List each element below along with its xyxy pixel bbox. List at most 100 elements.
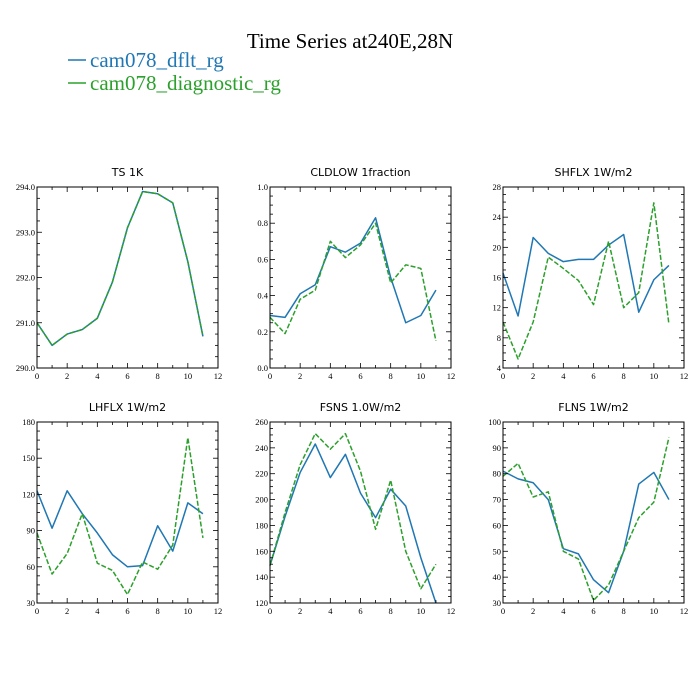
y-tick-label: 30 — [27, 598, 36, 608]
x-tick-label: 12 — [680, 606, 689, 616]
panel-title: FSNS 1.0W/m2 — [320, 401, 402, 414]
x-tick-label: 8 — [622, 606, 626, 616]
y-tick-label: 70 — [493, 495, 502, 505]
x-tick-label: 12 — [447, 606, 456, 616]
y-tick-label: 180 — [22, 417, 35, 427]
y-tick-label: 40 — [493, 572, 502, 582]
figure-title: Time Series at240E,28N — [247, 29, 453, 53]
x-tick-label: 10 — [417, 371, 426, 381]
x-tick-label: 4 — [561, 606, 566, 616]
x-tick-label: 12 — [447, 371, 456, 381]
y-tick-label: 292.0 — [16, 273, 35, 283]
y-tick-label: 120 — [255, 598, 268, 608]
series-line-dflt — [269, 217, 437, 324]
panel-0: TS 1K 0 2 4 6 8 10 12 290.0 291.0 292.0 293.0 294.0 — [16, 166, 222, 381]
y-tick-label: 0.8 — [257, 218, 268, 228]
y-tick-label: 180 — [255, 520, 268, 530]
x-tick-label: 4 — [561, 371, 566, 381]
legend-label-dflt: cam078_dflt_rg — [90, 48, 224, 72]
panel-title: CLDLOW 1fraction — [310, 166, 410, 179]
x-tick-label: 2 — [531, 371, 535, 381]
y-tick-label: 200 — [255, 495, 268, 505]
plot-frame — [502, 421, 685, 604]
x-tick-label: 4 — [95, 606, 100, 616]
series-line-diagnostic — [36, 436, 204, 596]
y-tick-label: 290.0 — [16, 363, 35, 373]
y-tick-label: 240 — [255, 443, 268, 453]
series-line-diagnostic — [36, 190, 204, 347]
plot-frame — [269, 186, 452, 369]
panel-title: TS 1K — [111, 166, 144, 179]
x-tick-label: 6 — [358, 606, 362, 616]
series-line-diagnostic — [502, 437, 670, 602]
y-tick-label: 90 — [27, 526, 36, 536]
x-tick-label: 8 — [622, 371, 626, 381]
x-tick-label: 10 — [650, 371, 659, 381]
x-tick-label: 8 — [156, 606, 160, 616]
y-tick-label: 20 — [493, 242, 502, 252]
x-tick-label: 0 — [268, 371, 272, 381]
x-tick-label: 8 — [389, 371, 393, 381]
y-tick-label: 0.6 — [257, 254, 268, 264]
x-tick-label: 6 — [125, 606, 129, 616]
panel-1: CLDLOW 1fraction 0 2 4 6 8 10 12 0.0 0.2 0.4 0.6 0.8… — [257, 166, 455, 381]
y-tick-label: 8 — [497, 333, 501, 343]
x-tick-label: 2 — [298, 606, 302, 616]
x-tick-label: 12 — [214, 371, 223, 381]
y-tick-label: 1.0 — [257, 182, 268, 192]
panel-3: LHFLX 1W/m2 0 2 4 6 8 10 12 30 60 90 120 150 180 — [22, 401, 222, 616]
panel-5: FLNS 1W/m2 0 2 4 6 8 10 12 30 40 50 60 70 80 90 100 — [488, 401, 688, 616]
y-tick-label: 0.4 — [257, 291, 268, 301]
y-tick-label: 80 — [493, 469, 502, 479]
y-tick-label: 16 — [493, 273, 502, 283]
y-tick-label: 60 — [493, 520, 502, 530]
series-line-diagnostic — [502, 202, 670, 360]
y-tick-label: 160 — [255, 546, 268, 556]
y-tick-label: 150 — [22, 453, 35, 463]
x-tick-label: 10 — [650, 606, 659, 616]
x-tick-label: 2 — [65, 606, 69, 616]
series-line-dflt — [502, 233, 670, 317]
series-line-diagnostic — [269, 432, 437, 590]
y-tick-label: 140 — [255, 572, 268, 582]
x-tick-label: 0 — [501, 606, 505, 616]
x-tick-label: 2 — [65, 371, 69, 381]
legend: cam078_dflt_rg cam078_diagnostic_rg — [68, 48, 281, 95]
x-tick-label: 4 — [95, 371, 100, 381]
x-tick-label: 8 — [389, 606, 393, 616]
x-tick-label: 0 — [501, 371, 505, 381]
x-tick-label: 0 — [268, 606, 272, 616]
y-tick-label: 100 — [488, 417, 501, 427]
y-tick-label: 12 — [493, 303, 502, 313]
x-tick-label: 12 — [680, 371, 689, 381]
panel-title: LHFLX 1W/m2 — [89, 401, 166, 414]
x-tick-label: 12 — [214, 606, 223, 616]
x-tick-label: 10 — [184, 371, 193, 381]
x-tick-label: 6 — [125, 371, 129, 381]
x-tick-label: 6 — [358, 371, 362, 381]
y-tick-label: 24 — [493, 212, 502, 222]
plot-frame — [269, 421, 452, 604]
y-tick-label: 0.2 — [257, 327, 268, 337]
x-tick-label: 10 — [184, 606, 193, 616]
y-tick-label: 294.0 — [16, 182, 35, 192]
x-tick-label: 10 — [417, 606, 426, 616]
series-line-dflt — [36, 490, 204, 568]
y-tick-label: 30 — [493, 598, 502, 608]
y-tick-label: 50 — [493, 546, 502, 556]
y-tick-label: 90 — [493, 443, 502, 453]
y-tick-label: 293.0 — [16, 227, 35, 237]
y-tick-label: 0.0 — [257, 363, 268, 373]
series-line-dflt — [502, 470, 670, 594]
x-tick-label: 8 — [156, 371, 160, 381]
series-line-dflt — [269, 443, 437, 604]
y-tick-label: 4 — [497, 363, 502, 373]
panels: TS 1K0 2 4 6 8 10 12290.0291.0292.0293.0294.0C… — [16, 166, 688, 616]
x-tick-label: 6 — [591, 606, 595, 616]
series-line-dflt — [36, 190, 204, 347]
x-tick-label: 4 — [328, 371, 333, 381]
panel-title: FLNS 1W/m2 — [558, 401, 628, 414]
plot-frame — [36, 421, 219, 604]
